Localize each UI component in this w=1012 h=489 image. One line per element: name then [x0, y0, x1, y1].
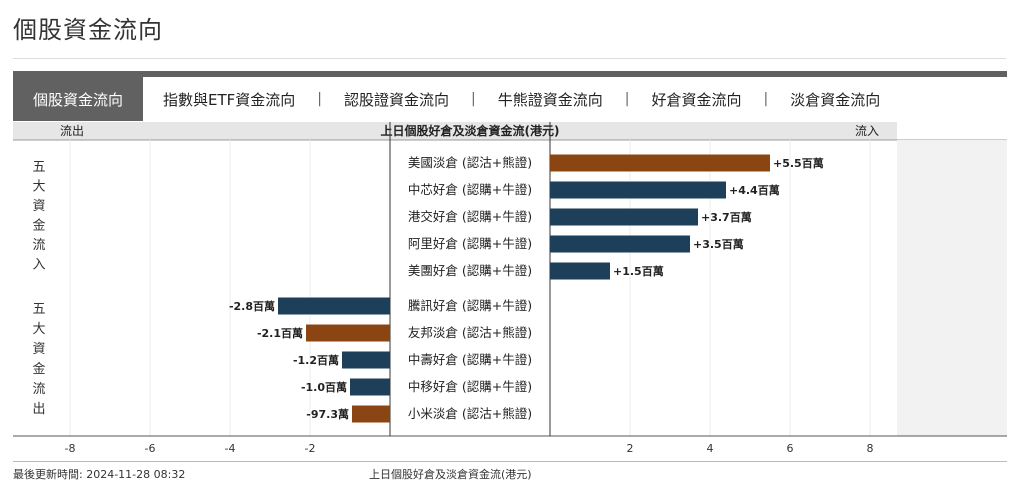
group-label-char: 金	[32, 361, 45, 377]
x-tick-label: 6	[787, 442, 794, 455]
tab-0[interactable]: 個股資金流向	[13, 77, 144, 121]
bar	[550, 154, 770, 172]
tab-1[interactable]: 指數與ETF資金流向	[163, 90, 296, 109]
last-updated-text: 最後更新時間: 2024-11-28 08:32	[13, 468, 186, 481]
bar-category-label: 中移好倉 (認購+牛證)	[408, 379, 532, 394]
group-label-char: 大	[32, 322, 45, 337]
x-tick-label: 8	[867, 442, 874, 455]
footer-caption: 上日個股好倉及淡倉資金流(港元)	[369, 468, 532, 481]
group-label-char: 資	[32, 342, 45, 357]
bar-value-label: +1.5百萬	[613, 264, 664, 278]
bar-value-label: -2.8百萬	[229, 299, 275, 313]
tabs-bar	[13, 71, 1007, 121]
left-header: 流出	[60, 124, 84, 138]
x-tick-label: 2	[627, 442, 634, 455]
bar	[550, 208, 698, 226]
bar-value-label: +3.5百萬	[693, 237, 744, 251]
bar-value-label: +5.5百萬	[773, 156, 824, 170]
tab-strip: 個股資金流向 指數與ETF資金流向 | 認股證資金流向 | 牛熊證資金流向 | 好倉資金流向 |…	[13, 77, 892, 121]
bar-category-label: 美國淡倉 (認沽+熊證)	[408, 155, 532, 170]
bar-category-label: 港交好倉 (認購+牛證)	[408, 209, 532, 224]
tab-5[interactable]: 淡倉資金流向	[790, 90, 881, 109]
chart-title: 上日個股好倉及淡倉資金流(港元)	[381, 123, 560, 138]
bar	[342, 351, 390, 369]
tab-separator: |	[763, 91, 769, 107]
bar-value-label: -1.2百萬	[293, 353, 339, 367]
bar-category-label: 騰訊好倉 (認購+牛證)	[408, 298, 532, 313]
bar-value-label: +3.7百萬	[701, 210, 752, 224]
x-tick-label: -4	[225, 442, 236, 455]
title-divider	[13, 58, 1006, 59]
tab-separator: |	[317, 91, 323, 107]
group-label-char: 流	[32, 382, 45, 397]
group-label-char: 資	[32, 199, 45, 214]
bar-category-label: 中芯好倉 (認購+牛證)	[408, 182, 532, 197]
bar-value-label: +4.4百萬	[729, 183, 780, 197]
bar-value-label: -1.0百萬	[301, 380, 347, 394]
right-header: 流入	[855, 124, 879, 138]
plot-right-area	[897, 140, 1007, 436]
group-label-char: 大	[32, 180, 45, 195]
bar	[352, 405, 390, 423]
tab-3[interactable]: 牛熊證資金流向	[497, 90, 603, 109]
bar	[306, 324, 390, 342]
tab-separator: |	[471, 91, 476, 107]
page-title: 個股資金流向	[13, 16, 163, 44]
header-band	[13, 122, 897, 140]
bar-category-label: 中壽好倉 (認購+牛證)	[408, 352, 532, 367]
tab-2[interactable]: 認股證資金流向	[344, 90, 450, 109]
bar-category-label: 小米淡倉 (認沽+熊證)	[408, 406, 532, 421]
group-label-char: 流	[32, 238, 45, 253]
x-tick-label: -2	[305, 442, 316, 455]
bar-category-label: 美團好倉 (認購+牛證)	[408, 263, 532, 278]
x-tick-label: -8	[65, 442, 76, 455]
group-label-char: 五	[32, 302, 45, 317]
bar	[350, 378, 390, 396]
bar-category-label: 阿里好倉 (認購+牛證)	[408, 236, 532, 251]
tab-4[interactable]: 好倉資金流向	[651, 90, 742, 109]
bar	[278, 297, 390, 315]
bar-category-label: 友邦淡倉 (認沽+熊證)	[408, 325, 532, 340]
footer-divider	[13, 461, 1007, 462]
group-label-char: 出	[32, 402, 45, 417]
tab-separator: |	[624, 91, 630, 107]
x-tick-label: -6	[145, 442, 156, 455]
x-tick-label: 4	[707, 442, 714, 455]
bar	[550, 235, 690, 253]
bar-value-label: -2.1百萬	[257, 326, 303, 340]
bar	[550, 262, 610, 280]
group-label-char: 金	[32, 218, 45, 234]
group-label-char: 入	[32, 258, 45, 273]
group-label-char: 五	[32, 160, 45, 175]
bar	[550, 181, 726, 199]
bar-value-label: -97.3萬	[306, 407, 349, 421]
